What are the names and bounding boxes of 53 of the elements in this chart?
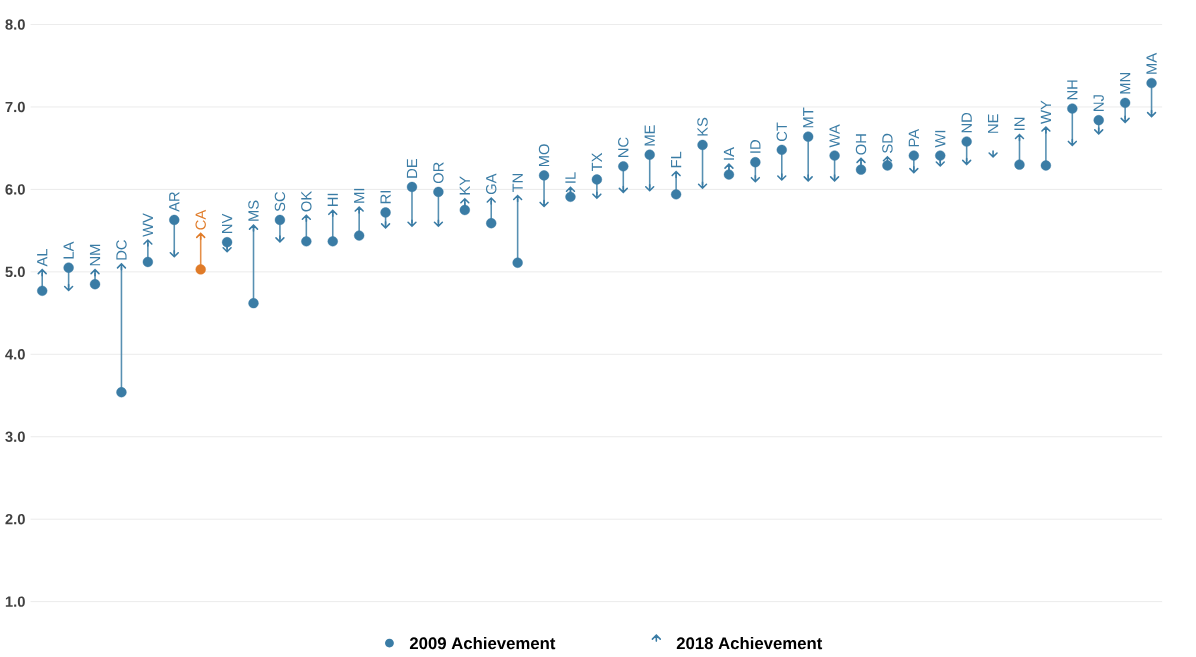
x-tick-label: IN — [1014, 117, 1025, 131]
x-tick-label: LA — [63, 241, 74, 259]
x-tick-label: NV — [222, 213, 233, 233]
legend-label: 2009 Achievement — [409, 636, 556, 650]
x-tick-label: KY — [459, 176, 470, 195]
x-tick-label: WI — [935, 130, 946, 148]
x-tick-label: DC — [116, 240, 127, 260]
x-tick-label: OR — [433, 162, 444, 184]
y-tick-label: 7.0 — [5, 101, 25, 113]
x-tick-label: RI — [380, 191, 391, 204]
x-tick-label: WV — [142, 213, 153, 237]
y-tick-label: 3.0 — [5, 431, 25, 443]
x-tick-label: WY — [1040, 100, 1051, 124]
x-tick-label: FL — [671, 151, 682, 168]
x-tick-label: AR — [169, 192, 180, 212]
x-tick-label: WA — [829, 124, 840, 148]
x-tick-label: ME — [644, 125, 655, 146]
x-tick-label: OH — [855, 134, 867, 155]
x-tick-label: TX — [591, 152, 602, 172]
x-tick-label: PA — [908, 129, 919, 147]
x-tick-label: AL — [37, 249, 48, 267]
x-tick-label: KS — [697, 117, 708, 136]
x-tick-label: MI — [354, 188, 365, 203]
x-tick-label: MA — [1146, 52, 1157, 74]
x-tick-label: OK — [301, 191, 312, 212]
x-tick-label: NJ — [1093, 95, 1104, 111]
x-tick-label: NH — [1067, 80, 1078, 100]
x-tick-label: MS — [248, 200, 259, 221]
x-tick-label: GA — [486, 173, 497, 195]
y-tick-label: 5.0 — [5, 266, 25, 278]
x-tick-label: TN — [512, 173, 523, 193]
x-tick-label: CT — [776, 122, 787, 142]
x-tick-label: CA — [195, 209, 206, 230]
x-tick-label: ND — [961, 112, 972, 133]
x-tick-label: IA — [723, 147, 735, 160]
x-tick-label: ID — [750, 140, 761, 153]
x-tick-label: HI — [327, 193, 338, 207]
y-tick-label: 6.0 — [5, 184, 25, 195]
legend-label: 2018 Achievement — [676, 636, 823, 650]
x-tick-label: NC — [618, 137, 629, 158]
y-tick-label: 2.0 — [5, 514, 25, 525]
x-tick-label: MN — [1120, 73, 1131, 94]
x-tick-label: IL — [565, 172, 576, 183]
x-tick-label: NE — [987, 114, 999, 133]
y-tick-label: 4.0 — [5, 349, 25, 360]
x-tick-label: SC — [274, 191, 286, 212]
y-tick-label: 8.0 — [5, 19, 25, 30]
x-tick-label: MO — [538, 144, 550, 167]
x-tick-label: SD — [882, 133, 893, 154]
x-tick-label: DE — [406, 159, 418, 178]
x-tick-label: MT — [803, 107, 814, 128]
x-tick-label: NM — [89, 244, 101, 266]
y-tick-label: 1.0 — [5, 596, 25, 607]
